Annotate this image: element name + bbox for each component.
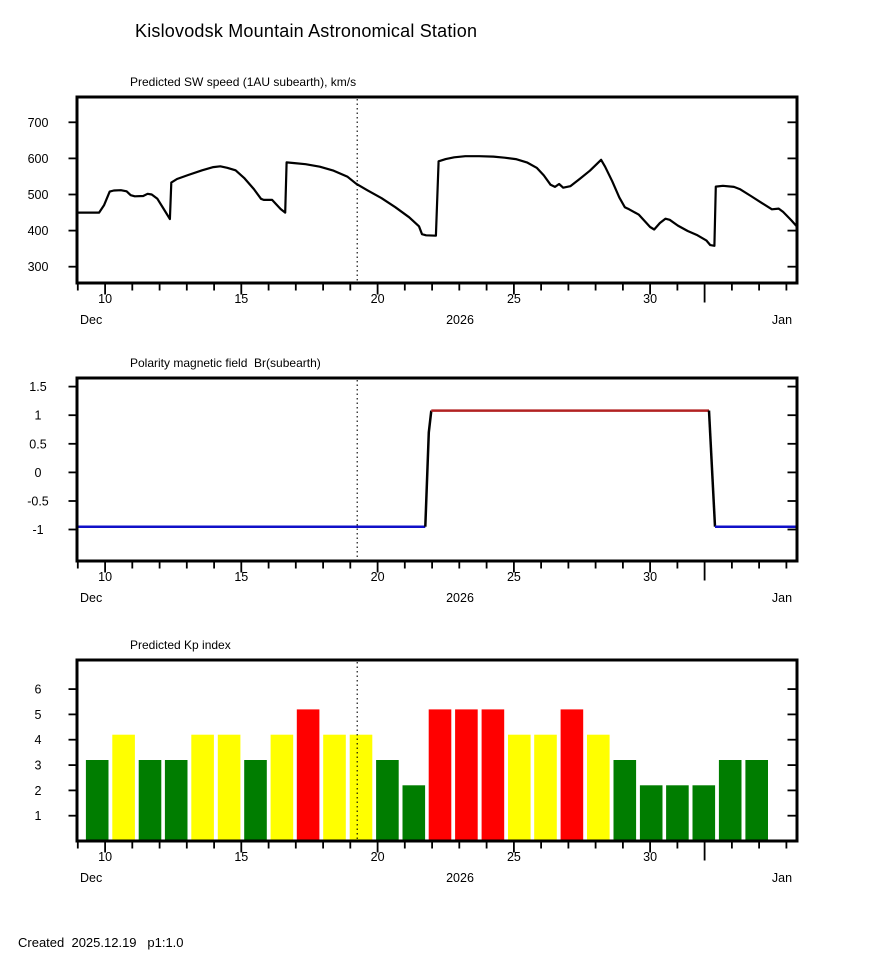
- kp-bar: [481, 709, 505, 840]
- kp-bar: [164, 760, 188, 840]
- y-tick-label: 2: [35, 784, 42, 798]
- y-tick-label: 500: [28, 188, 49, 202]
- kp-bar: [85, 760, 109, 840]
- x-tick-label: 15: [234, 570, 248, 584]
- chart-kp-index-title: Predicted Kp index: [130, 638, 231, 652]
- polarity-segment-transition-up: [424, 410, 433, 527]
- kp-bar: [560, 709, 584, 840]
- plot-frame: [75, 95, 799, 285]
- kp-bar: [534, 734, 557, 840]
- y-tick-label: 5: [35, 708, 42, 722]
- x-tick-label: 20: [371, 292, 385, 306]
- y-tick-label: 0.5: [29, 437, 46, 451]
- plot-frame: [75, 658, 799, 843]
- y-tick-label: 300: [28, 260, 49, 274]
- kp-bar: [323, 734, 346, 840]
- month-label-jan: Jan: [772, 591, 792, 605]
- sw-speed-curve: [77, 155, 798, 247]
- page-title: Kislovodsk Mountain Astronomical Station: [135, 21, 478, 41]
- polarity-segment-transition-down: [707, 410, 717, 527]
- kp-bar: [718, 760, 742, 840]
- x-tick-label: 30: [643, 570, 657, 584]
- kp-bar: [666, 785, 689, 840]
- y-tick-label: -0.5: [27, 494, 49, 508]
- kp-bar: [402, 785, 426, 840]
- kp-bar: [745, 760, 768, 840]
- kp-bar: [138, 760, 162, 840]
- x-tick-label: 30: [643, 850, 657, 864]
- y-tick-label: 600: [28, 152, 49, 166]
- kp-bar: [112, 734, 135, 840]
- y-tick-label: 4: [35, 733, 42, 747]
- created-label: Created 2025.12.19 p1:1.0: [18, 935, 184, 950]
- x-tick-label: 10: [98, 850, 112, 864]
- x-tick-label: 25: [507, 570, 521, 584]
- month-label-dec: Dec: [80, 871, 102, 885]
- kp-bar: [296, 709, 320, 840]
- kp-bar: [349, 734, 373, 840]
- y-tick-label: 400: [28, 224, 49, 238]
- month-label-jan: Jan: [772, 871, 792, 885]
- y-tick-label: 6: [35, 683, 42, 697]
- x-tick-label: 20: [371, 850, 385, 864]
- year-label: 2026: [446, 591, 474, 605]
- kp-bar: [244, 760, 267, 840]
- kp-bar: [376, 760, 399, 840]
- year-label: 2026: [446, 871, 474, 885]
- kp-bar: [191, 734, 214, 840]
- y-tick-label: -1: [32, 523, 43, 537]
- kp-bar: [508, 734, 531, 840]
- y-tick-label: 0: [35, 466, 42, 480]
- x-tick-label: 10: [98, 292, 112, 306]
- chart-sw-speed-title: Predicted SW speed (1AU subearth), km/s: [130, 75, 357, 89]
- kp-bar: [217, 734, 241, 840]
- y-tick-label: 3: [35, 759, 42, 773]
- month-label-jan: Jan: [772, 313, 792, 327]
- y-tick-label: 1: [35, 809, 42, 823]
- x-tick-label: 25: [507, 850, 521, 864]
- y-tick-label: 1: [35, 409, 42, 423]
- x-tick-label: 15: [234, 850, 248, 864]
- plot-frame: [75, 376, 799, 563]
- x-tick-label: 15: [234, 292, 248, 306]
- x-tick-label: 10: [98, 570, 112, 584]
- month-label-dec: Dec: [80, 591, 102, 605]
- y-tick-label: 700: [28, 116, 49, 130]
- chart-polarity-title: Polarity magnetic field Br(subearth): [130, 356, 321, 370]
- kp-bar: [639, 785, 663, 840]
- x-tick-label: 20: [371, 570, 385, 584]
- x-tick-label: 30: [643, 292, 657, 306]
- x-tick-label: 25: [507, 292, 521, 306]
- month-label-dec: Dec: [80, 313, 102, 327]
- kp-bar: [270, 734, 294, 840]
- y-tick-label: 1.5: [29, 380, 46, 394]
- kp-bar: [428, 709, 452, 840]
- year-label: 2026: [446, 313, 474, 327]
- kp-bar: [587, 734, 610, 840]
- kp-bar: [455, 709, 478, 840]
- kp-bar: [613, 760, 637, 840]
- kp-bar: [692, 785, 716, 840]
